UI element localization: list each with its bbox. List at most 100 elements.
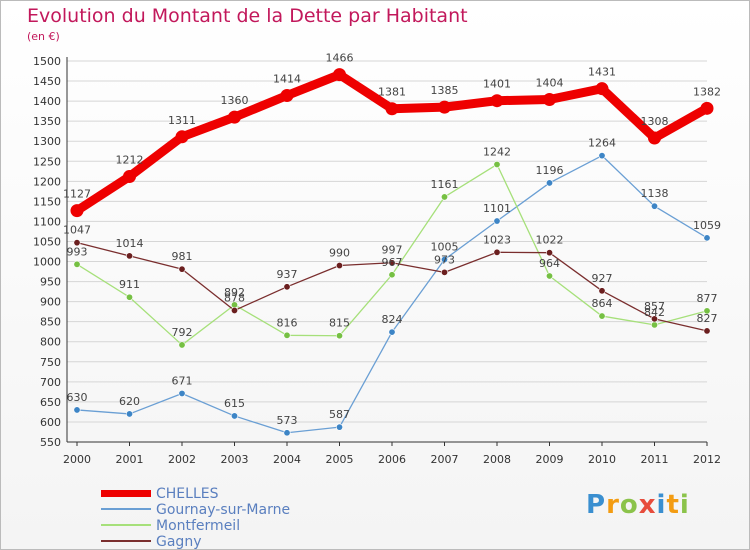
data-point [231,306,239,314]
y-axis-ticks: 550 600 650 700 750 800 850 900 950 1000 1050 1100 1… [33,55,61,449]
series-line-1 [76,154,708,434]
x-tick-label: 2002 [168,453,196,466]
legend-label-chelles: CHELLES [156,486,219,502]
y-tick-label: 1000 [33,256,61,269]
y-tick-label: 1300 [33,135,61,148]
data-point [126,410,134,418]
y-tick-label: 600 [40,416,61,429]
x-tick-label: 2000 [63,453,91,466]
data-point [335,332,343,340]
data-label: 1014 [116,237,144,250]
data-point [126,293,134,301]
data-label: 816 [277,316,298,329]
data-label: 1023 [483,233,511,246]
data-label: 1047 [63,224,91,237]
data-point [598,152,606,160]
logo-letter: t [666,490,680,520]
data-point [545,272,553,280]
data-point [598,287,606,295]
data-label: 1381 [378,86,406,99]
data-point [703,327,711,335]
data-point [650,315,658,323]
y-tick-label: 850 [40,316,61,329]
data-label: 993 [67,245,88,258]
x-tick-label: 2006 [378,453,406,466]
data-label: 864 [592,297,613,310]
legend-swatch-montfermeil [101,524,151,526]
data-label: 1138 [641,187,669,200]
data-label: 1311 [168,114,196,127]
data-point [228,110,241,124]
data-label: 827 [697,312,718,325]
data-label: 1242 [483,145,511,158]
data-label: 1264 [588,137,616,150]
data-label: 1212 [116,154,144,167]
data-label: 981 [172,250,193,263]
x-tick-label: 2003 [221,453,249,466]
data-label: 1161 [431,178,459,191]
data-point [700,101,714,115]
data-point [123,170,136,184]
data-label: 573 [277,414,298,427]
legend-label-gagny: Gagny [156,534,202,550]
data-point [545,249,553,257]
logo-letter: P [586,490,607,520]
data-label: 1414 [273,72,301,85]
data-point [175,130,189,144]
legend-label-montfermeil: Montfermeil [156,518,241,534]
x-tick-label: 2012 [693,453,721,466]
data-label: 824 [382,313,403,326]
logo-letter: o [619,490,639,520]
data-point [388,259,396,267]
x-tick-label: 2010 [588,453,616,466]
data-label: 911 [119,278,140,291]
data-point [543,93,556,107]
data-label: 967 [382,256,403,269]
chart-series [70,68,714,437]
data-label: 671 [172,374,193,387]
y-tick-label: 900 [40,296,61,309]
data-point [595,82,609,96]
legend-item-gagny: Gagny [101,534,361,550]
data-label: 1431 [588,66,616,79]
data-point [283,283,291,291]
y-tick-label: 1050 [33,235,61,248]
data-label: 1196 [536,164,564,177]
legend-item-gournay: Gournay-sur-Marne [101,502,361,518]
data-label: 620 [119,395,140,408]
data-point [333,68,346,82]
logo-letter: i [679,490,690,520]
y-tick-label: 800 [40,336,61,349]
x-tick-label: 2005 [326,453,354,466]
data-point [648,131,661,145]
y-tick-label: 750 [40,356,61,369]
data-point [440,256,448,264]
x-tick-label: 2008 [483,453,511,466]
logo-letter: i [656,490,667,520]
y-tick-label: 1350 [33,115,61,128]
data-point [703,307,711,315]
data-point [388,271,396,279]
data-label: 927 [592,272,613,285]
data-point [283,429,291,437]
data-point [178,389,186,397]
data-label: 964 [539,257,560,270]
data-label: 1385 [431,84,459,97]
data-point [493,248,501,256]
data-label: 1059 [693,219,721,232]
y-tick-label: 550 [40,436,61,449]
data-point [438,100,451,114]
data-label: 1101 [483,202,511,215]
legend-item-montfermeil: Montfermeil [101,518,361,534]
y-tick-label: 1450 [33,75,61,88]
data-point [703,234,711,242]
logo-letter: r [606,490,620,520]
chart-grid [67,60,707,443]
line-chart: 5506006507007508008509009501000105011001… [33,52,721,466]
data-label: 815 [329,317,350,330]
data-label: 1401 [483,78,511,91]
data-label: 878 [224,291,245,304]
chart-legend: CHELLES Gournay-sur-Marne Montfermeil Ga… [101,486,361,550]
chart-subtitle: (en €) [27,30,60,43]
x-tick-label: 2007 [431,453,459,466]
